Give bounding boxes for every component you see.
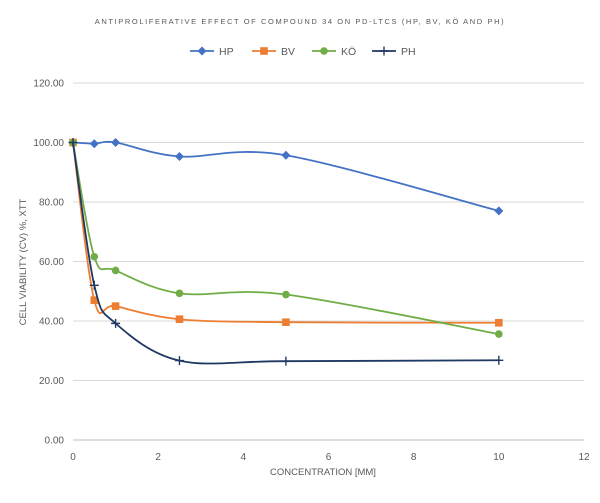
series-line [72, 142, 499, 335]
series-layer [68, 138, 504, 366]
data-point [90, 252, 99, 261]
x-tick-label: 8 [411, 452, 417, 463]
data-point [282, 318, 290, 326]
series-kö [69, 138, 503, 338]
legend-marker [320, 47, 328, 55]
data-point [175, 315, 184, 324]
y-axis-label: CELL VIABILITY (CV) %, XTT [18, 198, 29, 325]
legend-marker [379, 46, 389, 56]
series-line [72, 142, 499, 324]
legend-label: HP [219, 46, 234, 58]
legend-marker [197, 46, 207, 56]
data-point [174, 151, 184, 161]
x-tick-label: 6 [326, 452, 332, 463]
x-tick-label: 2 [155, 452, 161, 463]
y-tick-label: 40.00 [39, 317, 64, 328]
axes: 0.00 20.00 40.00 60.00 80.00 100.00 120.00 0 2 4 6… [33, 79, 590, 464]
legend-label: PH [401, 46, 416, 58]
data-point [89, 139, 99, 149]
data-point [494, 355, 504, 365]
legend-item-ph[interactable]: PH [372, 46, 416, 58]
data-point [111, 138, 121, 147]
data-point [68, 138, 78, 147]
data-point [495, 318, 503, 327]
series-line [72, 142, 499, 365]
y-tick-label: 0.00 [45, 436, 65, 447]
y-tick-label: 120.00 [33, 79, 64, 90]
series-hp [68, 138, 504, 216]
legend-item-kö[interactable]: KÖ [312, 46, 356, 58]
x-tick-label: 4 [241, 452, 247, 463]
y-tick-label: 60.00 [39, 257, 64, 268]
legend: HP BV KÖ PH [190, 46, 416, 58]
x-tick-label: 12 [578, 452, 590, 463]
series-bv [69, 138, 503, 327]
data-point [111, 266, 120, 275]
x-tick-label: 0 [70, 452, 76, 463]
legend-item-hp[interactable]: HP [190, 46, 234, 58]
data-point [281, 150, 291, 160]
y-tick-label: 20.00 [39, 376, 64, 387]
y-tick-label: 100.00 [33, 138, 64, 149]
legend-label: BV [281, 46, 295, 58]
chart-title: ANTIPROLIFERATIVE EFFECT OF COMPOUND 34 … [95, 17, 505, 26]
data-point [90, 296, 99, 304]
data-point [281, 356, 291, 366]
data-point [111, 302, 120, 310]
legend-label: KÖ [341, 46, 356, 58]
x-tick-label: 10 [493, 452, 505, 463]
data-point [175, 289, 184, 298]
data-point [494, 206, 504, 216]
series-ph [68, 138, 504, 366]
data-point [495, 330, 503, 338]
legend-item-bv[interactable]: BV [252, 46, 295, 58]
data-point [89, 280, 99, 290]
x-axis-label: CONCENTRATION [MM] [270, 467, 376, 478]
data-point [111, 318, 121, 328]
y-tick-label: 80.00 [39, 198, 64, 209]
data-point [174, 356, 184, 366]
data-point [282, 290, 290, 299]
legend-marker [260, 47, 268, 55]
gridlines [73, 82, 584, 381]
